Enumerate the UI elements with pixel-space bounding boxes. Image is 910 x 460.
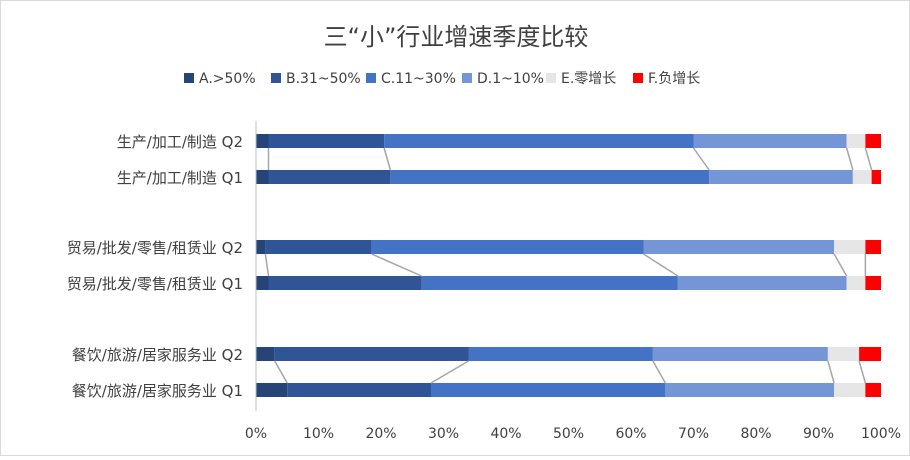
bar-segment: [274, 347, 469, 361]
bar-segment: [265, 240, 372, 254]
bar-segment: [834, 240, 866, 254]
x-tick-label: 30%: [428, 426, 459, 442]
bar-segment: [421, 276, 678, 290]
bar-segment: [256, 170, 269, 184]
bar-segment: [827, 347, 860, 361]
x-tick-label: 100%: [861, 426, 901, 442]
series-line: [383, 147, 392, 171]
bar-segment: [865, 134, 881, 148]
x-axis: 0% 10% 20% 30% 40% 50% 60% 70% 80% 90% 100%: [245, 121, 901, 442]
bar-segment: [652, 347, 828, 361]
bar-segment: [865, 240, 881, 254]
category-label: 餐饮/旅游/居家服务业 Q1: [72, 382, 243, 400]
x-tick-label: 0%: [245, 426, 267, 442]
bar-segment: [390, 170, 710, 184]
bar-segment: [256, 383, 288, 397]
legend-swatch: [271, 73, 281, 83]
series-line: [833, 253, 848, 277]
bar-segment: [643, 240, 835, 254]
bar-segment: [256, 276, 269, 290]
bar-segment: [256, 240, 266, 254]
chart-legend: A.>50% B.31~50% C.11~30% D.1~10% E.零增长 F.负增长: [184, 71, 700, 87]
bar-segment: [871, 170, 881, 184]
bar-segment: [256, 134, 269, 148]
x-tick-label: 90%: [803, 426, 834, 442]
legend-label: C.11~30%: [381, 71, 456, 87]
bar-segment: [846, 134, 866, 148]
bar-segment: [865, 383, 881, 397]
series-lines-group: [264, 147, 873, 384]
bar-segment: [431, 383, 666, 397]
series-line: [643, 253, 679, 277]
series-line: [264, 253, 270, 277]
x-tick-label: 50%: [553, 426, 584, 442]
legend-label: D.1~10%: [477, 71, 544, 87]
bar-segment: [665, 383, 835, 397]
bar-segment: [846, 276, 866, 290]
series-line: [858, 360, 867, 384]
legend-label: F.负增长: [648, 71, 700, 87]
legend-label: B.31~50%: [286, 71, 361, 87]
legend-label: A.>50%: [199, 71, 256, 87]
x-tick-label: 60%: [615, 426, 646, 442]
bar-segment: [268, 134, 385, 148]
x-tick-label: 20%: [365, 426, 396, 442]
series-line: [652, 360, 667, 384]
bar-segment: [834, 383, 866, 397]
bar-segment: [268, 170, 391, 184]
x-tick-label: 40%: [490, 426, 521, 442]
category-label: 贸易/批发/零售/租赁业 Q1: [67, 275, 243, 293]
x-tick-label: 70%: [678, 426, 709, 442]
bar-segment: [256, 347, 275, 361]
legend-swatch: [366, 73, 376, 83]
bar-segment: [693, 134, 847, 148]
category-label: 生产/加工/制造 Q1: [117, 169, 243, 187]
bar-segment: [468, 347, 653, 361]
category-label: 贸易/批发/零售/租赁业 Q2: [67, 239, 243, 257]
x-tick-label: 10%: [303, 426, 334, 442]
category-labels: 生产/加工/制造 Q2 生产/加工/制造 Q1 贸易/批发/零售/租赁业 Q2 贸易/…: [67, 133, 243, 400]
bar-segment: [865, 276, 881, 290]
bar-segment: [287, 383, 431, 397]
legend-label: E.零增长: [561, 71, 616, 87]
series-line: [371, 253, 422, 277]
series-line: [430, 360, 469, 384]
bar-segment: [268, 276, 422, 290]
series-line: [692, 147, 710, 171]
category-label: 生产/加工/制造 Q2: [117, 133, 243, 151]
series-line: [827, 360, 835, 384]
series-line: [274, 360, 288, 384]
series-line: [845, 147, 854, 171]
legend-swatch: [184, 73, 194, 83]
bar-segment: [371, 240, 644, 254]
legend-swatch: [633, 73, 643, 83]
bar-segment: [709, 170, 853, 184]
x-tick-label: 80%: [740, 426, 771, 442]
bar-segment: [677, 276, 847, 290]
bar-segment: [384, 134, 694, 148]
bars-group: [256, 134, 881, 397]
chart-title: 三“小”行业增速季度比较: [324, 23, 589, 51]
bar-segment: [859, 347, 881, 361]
legend-swatch: [546, 73, 556, 83]
bar-segment: [852, 170, 872, 184]
series-line: [864, 147, 873, 171]
category-label: 餐饮/旅游/居家服务业 Q2: [72, 346, 243, 364]
legend-swatch: [462, 73, 472, 83]
